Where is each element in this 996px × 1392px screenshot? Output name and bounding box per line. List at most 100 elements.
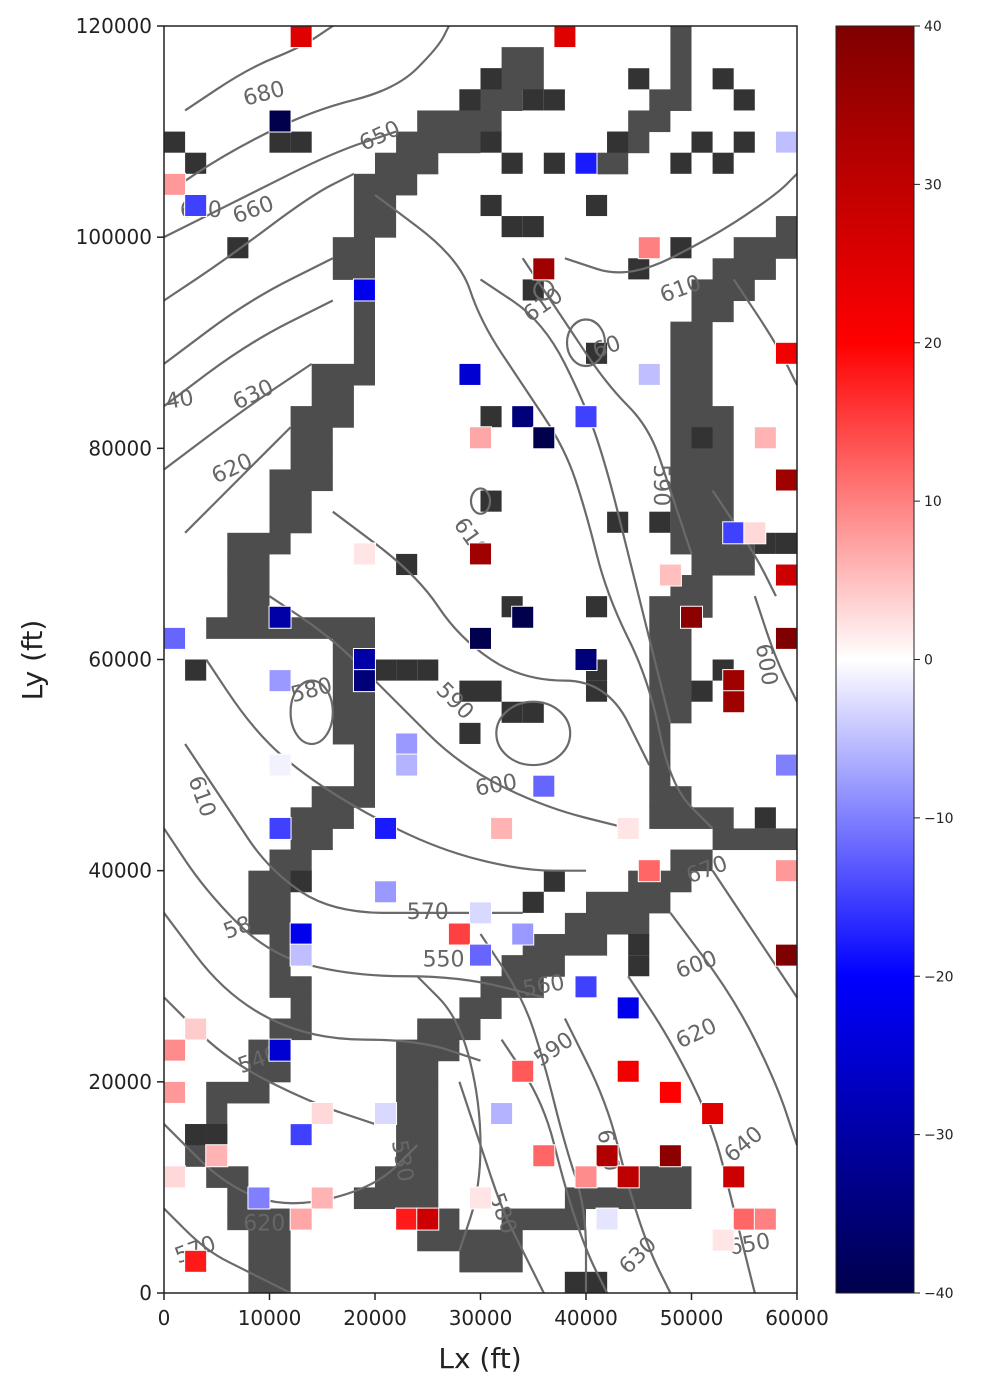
contour-line: [164, 130, 397, 239]
residual-well-marker: [164, 1038, 187, 1062]
contour-line: [164, 827, 545, 999]
residual-well-marker: [352, 278, 376, 302]
inactive-cell: [649, 89, 692, 111]
inactive-cell: [290, 406, 354, 428]
inactive-cell: [649, 680, 692, 703]
contour-line: [416, 975, 482, 1252]
residual-well-marker: [395, 1207, 419, 1231]
contour-line: [164, 172, 355, 302]
inactive-cell: [290, 828, 333, 851]
residual-well-marker: [352, 669, 376, 693]
y-axis-ticks: 0 20000 40000 60000 80000 100000 120000: [76, 14, 164, 1305]
inactive-cell: [206, 1166, 249, 1188]
residual-well-marker: [184, 1017, 208, 1041]
inactive-cell: [353, 765, 375, 787]
inactive-cell: [522, 89, 544, 111]
inactive-cell: [501, 47, 544, 69]
residual-well-marker: [490, 816, 514, 840]
residual-well-marker: [774, 753, 797, 777]
colorbar-gradient: [836, 26, 914, 1293]
residual-well-marker: [490, 1102, 514, 1126]
residual-well-marker: [395, 732, 419, 756]
inactive-cell: [417, 1229, 523, 1252]
inactive-cell: [396, 1039, 460, 1062]
inactive-cell: [670, 152, 692, 174]
residual-well-marker: [289, 1123, 313, 1147]
contour-loop: [533, 279, 555, 301]
residual-well-marker: [395, 753, 419, 777]
contour-lines-layer: [164, 26, 797, 1293]
inactive-cell: [248, 1229, 291, 1252]
inactive-cell: [311, 384, 354, 407]
residual-well-marker: [164, 1165, 187, 1189]
inactive-cell: [185, 659, 207, 681]
contour-loop: [565, 318, 607, 368]
inactive-cell: [628, 68, 650, 90]
colorbar: 40 30 20 10 0 −10 −20 −30 −40: [835, 19, 954, 1302]
inactive-cell: [564, 1187, 692, 1210]
inactive-cell: [248, 912, 291, 935]
x-tick-label: 30000: [449, 1306, 513, 1330]
inactive-cell: [501, 955, 565, 977]
inactive-cell: [269, 849, 312, 872]
contour-line: [479, 278, 672, 724]
residual-well-marker: [743, 521, 767, 545]
inactive-cell: [290, 997, 312, 1019]
residual-well-marker: [595, 1144, 619, 1168]
inactive-cell: [227, 575, 270, 597]
residual-well-marker: [164, 626, 187, 650]
residual-well-marker: [289, 922, 313, 946]
inactive-cell: [586, 342, 608, 364]
inactive-cell: [206, 1081, 270, 1104]
residual-well-marker: [753, 1207, 777, 1231]
residual-well-marker: [637, 859, 661, 883]
x-tick-label: 60000: [765, 1306, 829, 1330]
residual-well-marker: [774, 563, 797, 587]
inactive-cell: [332, 258, 375, 280]
contour-line: [184, 743, 523, 915]
inactive-cell: [332, 237, 375, 259]
residual-well-marker: [616, 1165, 640, 1189]
inactive-cell: [480, 68, 502, 90]
residual-well-marker: [658, 563, 682, 587]
inactive-cell: [754, 807, 776, 829]
contour-line: [164, 26, 450, 196]
residual-well-marker: [532, 1144, 556, 1168]
contour-line: [479, 933, 588, 1293]
residual-well-marker: [722, 669, 746, 693]
inactive-cell: [269, 511, 312, 534]
inactive-cell: [628, 934, 650, 956]
residual-well-marker: [416, 1207, 440, 1231]
x-tick-label: 0: [158, 1306, 171, 1330]
inactive-cell: [649, 701, 692, 724]
inactive-cell: [332, 722, 375, 745]
residual-well-marker: [532, 426, 556, 450]
inactive-cell: [459, 89, 481, 111]
inactive-cell: [649, 807, 734, 829]
y-tick-label: 40000: [88, 859, 152, 883]
residual-well-marker: [469, 943, 492, 967]
residual-well-marker: [553, 26, 577, 49]
residual-well-marker: [469, 626, 492, 650]
residual-well-marker: [310, 1102, 334, 1126]
inactive-cell: [248, 891, 291, 914]
residual-well-marker: [469, 901, 492, 925]
y-tick-label: 80000: [88, 436, 152, 460]
residual-well-marker: [595, 1207, 619, 1231]
residual-well-marker: [574, 1165, 598, 1189]
residual-well-marker: [616, 996, 640, 1020]
inactive-cell: [353, 1187, 439, 1210]
inactive-cell: [586, 194, 608, 217]
inactive-cell: [586, 891, 671, 914]
inactive-cell: [522, 891, 544, 913]
inactive-cell: [649, 765, 671, 787]
x-tick-label: 20000: [343, 1306, 407, 1330]
x-tick-label: 40000: [554, 1306, 618, 1330]
inactive-cell: [269, 976, 312, 998]
residual-well-marker: [469, 1186, 492, 1210]
residual-well-marker: [680, 605, 703, 629]
contour-label: 40: [164, 386, 196, 415]
inactive-cell: [564, 1271, 586, 1293]
inactive-cell: [311, 786, 375, 808]
